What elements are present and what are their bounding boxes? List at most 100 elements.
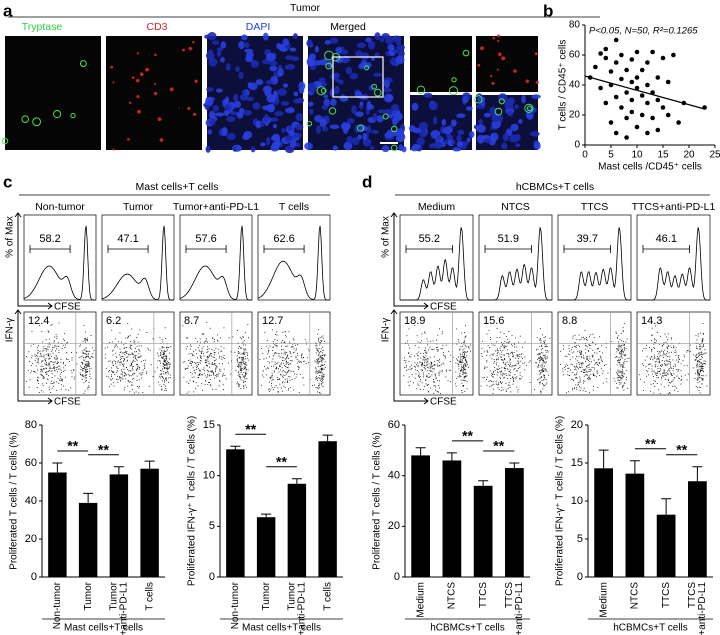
event (212, 356, 214, 358)
event (51, 370, 53, 372)
nucleus (274, 111, 284, 117)
event (269, 377, 271, 379)
event (515, 364, 517, 366)
event (490, 375, 492, 377)
event (502, 372, 504, 374)
event (224, 375, 226, 377)
event (497, 386, 499, 388)
channel-label: CD3 (146, 21, 167, 33)
event (195, 369, 197, 370)
event (414, 377, 416, 379)
event (129, 354, 131, 356)
event (677, 362, 679, 364)
event (655, 361, 657, 363)
event (273, 365, 275, 367)
event (47, 355, 49, 357)
event (198, 349, 200, 351)
event (240, 357, 242, 359)
event (125, 352, 127, 354)
event (567, 364, 569, 366)
error-bar (113, 466, 124, 475)
event (303, 357, 304, 359)
event (208, 363, 210, 365)
nucleus (457, 129, 465, 136)
event (169, 352, 170, 354)
nucleus (269, 103, 275, 113)
event (678, 357, 679, 359)
event (495, 380, 497, 382)
event (280, 363, 282, 365)
event (269, 345, 271, 347)
event (169, 358, 171, 360)
nucleus (383, 93, 394, 103)
event (576, 386, 578, 388)
event (661, 360, 663, 361)
event (595, 362, 597, 364)
event (508, 371, 510, 373)
event (275, 368, 277, 370)
event (406, 370, 408, 371)
event (701, 379, 703, 381)
event (697, 361, 699, 363)
event (267, 367, 268, 369)
nucleus (411, 102, 419, 111)
nucleus (423, 92, 433, 98)
event (623, 384, 625, 386)
event (167, 349, 168, 351)
event (234, 351, 236, 353)
event (40, 373, 42, 375)
event (53, 340, 55, 342)
event (200, 351, 202, 353)
event (572, 356, 574, 358)
event (696, 356, 698, 358)
event (547, 351, 549, 353)
event (652, 359, 654, 361)
event (652, 334, 654, 336)
x-tick-label: T cells (144, 582, 155, 611)
event (186, 381, 188, 383)
event (540, 365, 542, 367)
event (458, 360, 460, 362)
event (489, 386, 491, 388)
event (654, 386, 656, 387)
nucleus (263, 114, 269, 123)
event (463, 364, 465, 366)
event (280, 373, 282, 375)
event (165, 377, 167, 379)
y-tick-label: 20 (569, 110, 581, 121)
event (655, 342, 657, 344)
event (427, 358, 429, 360)
histogram-curve (400, 227, 473, 301)
event (222, 363, 223, 365)
event (278, 355, 280, 357)
event (542, 365, 544, 367)
panel-label: b (543, 1, 553, 20)
event (62, 380, 63, 382)
event (466, 388, 468, 390)
nucleus (285, 55, 294, 61)
event (450, 369, 451, 371)
nucleus (531, 94, 541, 99)
event (278, 379, 280, 381)
event (192, 362, 194, 363)
event (462, 370, 464, 372)
event (45, 367, 47, 369)
nucleus (308, 101, 314, 107)
event (246, 386, 248, 388)
event (83, 367, 85, 369)
event (536, 337, 538, 339)
x-tick-label: 5 (608, 150, 614, 161)
event (41, 341, 43, 343)
event (132, 361, 134, 363)
event (462, 379, 464, 381)
event (243, 386, 245, 387)
event (39, 356, 41, 358)
event (195, 337, 197, 339)
event (463, 363, 465, 365)
cd3-cell (136, 95, 140, 99)
bar (411, 455, 430, 577)
event (646, 370, 648, 371)
event (488, 329, 490, 331)
event (129, 335, 131, 337)
event (73, 378, 75, 380)
